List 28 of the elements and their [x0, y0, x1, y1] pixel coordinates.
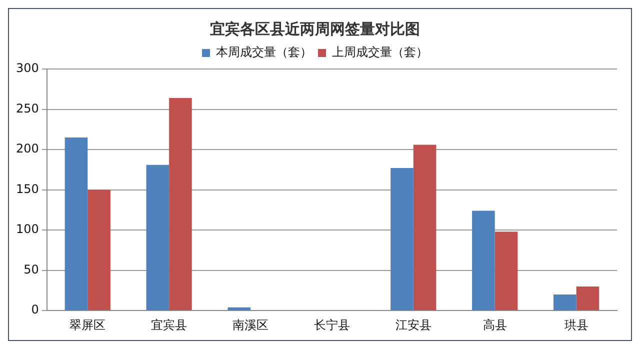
bar [146, 164, 170, 310]
y-tick-label: 0 [31, 302, 39, 317]
legend-label: 上周成交量（套） [332, 45, 428, 60]
legend-label: 本周成交量（套） [216, 45, 312, 60]
bar [576, 286, 600, 310]
x-tick-label: 高县 [482, 318, 507, 332]
bar [413, 144, 436, 310]
bar [472, 210, 495, 310]
bar [88, 190, 110, 310]
y-tick-label: 150 [16, 182, 39, 196]
y-tick-label: 100 [16, 222, 39, 236]
x-tick-label: 长宁县 [314, 318, 350, 332]
y-tick-label: 50 [24, 262, 39, 276]
y-tick-label: 300 [16, 61, 39, 76]
bar [553, 294, 576, 310]
x-tick-label: 宜宾县 [151, 318, 188, 332]
x-tick-label: 南溪区 [232, 318, 269, 332]
bar [64, 137, 88, 310]
bar [494, 232, 518, 310]
x-tick-label: 江安县 [395, 318, 432, 332]
chart-title: 宜宾各区县近两周网签量对比图 [210, 20, 420, 38]
x-tick-label: 翠屏区 [70, 318, 106, 332]
bar [228, 307, 251, 310]
bar [169, 98, 192, 310]
y-tick-label: 250 [16, 101, 39, 116]
x-tick-label: 珙县 [564, 318, 588, 332]
y-tick-label: 200 [16, 142, 39, 156]
bar [390, 168, 414, 310]
